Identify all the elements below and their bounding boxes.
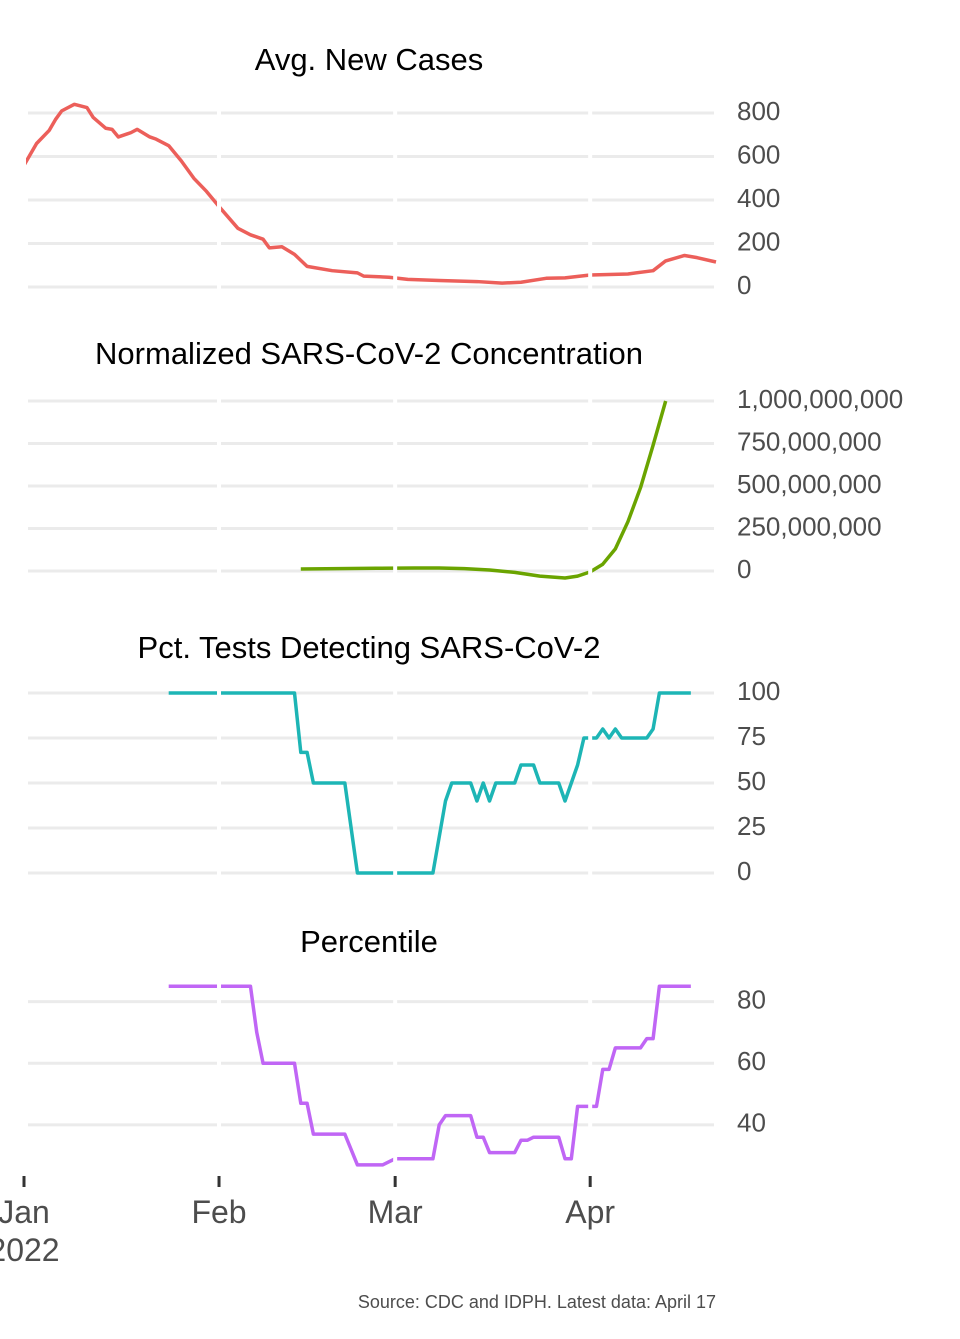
y-tick-label: 500,000,000 xyxy=(737,469,882,499)
y-tick-label: 250,000,000 xyxy=(737,511,882,541)
y-tick-label: 25 xyxy=(737,811,766,841)
y-tick-label: 0 xyxy=(737,554,751,584)
source-note: Source: CDC and IDPH. Latest data: April… xyxy=(357,1292,716,1312)
data-line xyxy=(168,984,691,1167)
y-tick-label: 400 xyxy=(737,183,780,213)
data-line xyxy=(168,691,691,875)
chart-title: Avg. New Cases xyxy=(255,42,484,77)
y-tick-label: 600 xyxy=(737,139,780,169)
y-tick-label: 0 xyxy=(737,856,751,886)
y-tick-label: 60 xyxy=(737,1046,766,1076)
y-tick-label: 800 xyxy=(737,96,780,126)
y-tick-label: 40 xyxy=(737,1108,766,1138)
chart-title: Percentile xyxy=(300,924,438,959)
y-tick-label: 50 xyxy=(737,766,766,796)
y-tick-label: 75 xyxy=(737,721,766,751)
y-tick-label: 80 xyxy=(737,985,766,1015)
x-tick-label: Jan 2022 xyxy=(0,1194,60,1268)
chart-title: Normalized SARS-CoV-2 Concentration xyxy=(95,336,643,371)
y-tick-label: 1,000,000,000 xyxy=(737,384,903,414)
data-line xyxy=(300,400,668,580)
x-tick-label: Apr xyxy=(565,1194,616,1230)
y-tick-label: 750,000,000 xyxy=(737,426,882,456)
x-tick-label: Mar xyxy=(367,1194,423,1230)
data-line xyxy=(22,102,717,285)
y-tick-label: 0 xyxy=(737,270,751,300)
chart-title: Pct. Tests Detecting SARS-CoV-2 xyxy=(138,630,601,665)
y-tick-label: 100 xyxy=(737,676,780,706)
x-tick-label: Feb xyxy=(191,1194,247,1230)
y-tick-label: 200 xyxy=(737,226,780,256)
